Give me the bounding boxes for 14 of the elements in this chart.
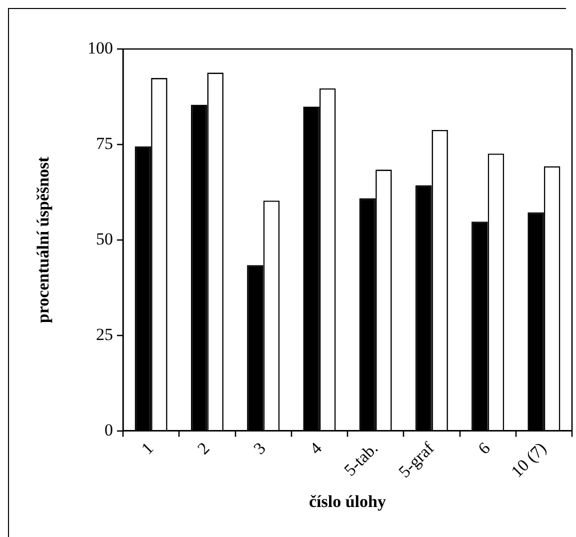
x-tick-label: 3 <box>250 438 270 458</box>
y-tick-label: 100 <box>88 38 113 58</box>
y-tick-label: 0 <box>104 420 113 440</box>
y-tick-label: 50 <box>96 229 113 248</box>
x-tick-label: 6 <box>474 438 494 458</box>
x-tick-label: 4 <box>306 438 326 458</box>
y-tick-label: 75 <box>96 134 113 153</box>
x-axis-title: číslo úlohy <box>309 492 386 512</box>
x-tick-label: 10 (7) <box>507 438 550 482</box>
x-tick-label: 1 <box>138 438 158 458</box>
x-tick-label: 5-tab. <box>340 438 382 480</box>
y-axis-title: procentuální úspěšnost <box>34 156 53 324</box>
y-tick-label: 25 <box>96 324 113 344</box>
x-tick-label: 2 <box>194 438 214 458</box>
